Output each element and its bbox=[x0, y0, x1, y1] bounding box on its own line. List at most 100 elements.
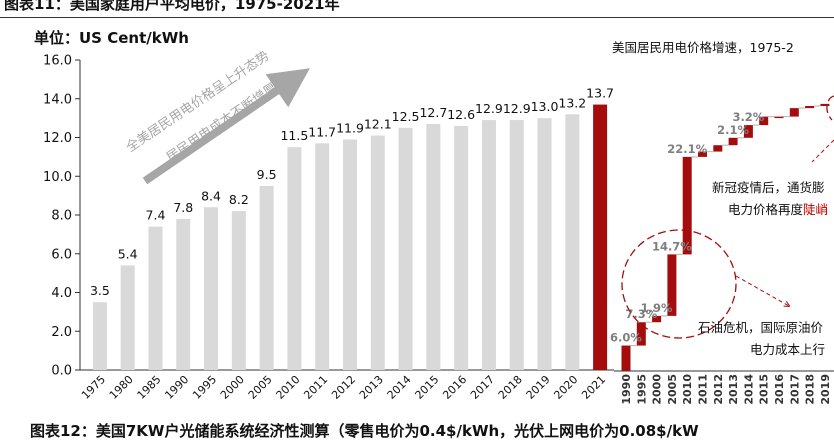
waterfall-x-tick-label-2010: 2010 bbox=[681, 374, 694, 405]
y-axis-ticks: 0.0 2.0 4.0 6.0 8.0 10.0 12.0 14.0 16.0 bbox=[43, 54, 80, 379]
covid-callout-line2-prefix: 电力价格再度 bbox=[728, 202, 804, 217]
waterfall-bar-1995 bbox=[636, 322, 646, 346]
price-growth-waterfall-chart: 美国居民用电价格增速，1975-2 6.0% 7.3%1.9% 14.7% 22.1%… bbox=[610, 40, 834, 405]
x-tick-label-2021: 2021 bbox=[579, 373, 608, 402]
trend-arrow bbox=[142, 68, 310, 185]
oil-crisis-callout-line2: 电力成本上行 bbox=[750, 342, 825, 357]
waterfall-chart-title: 美国居民用电价格增速，1975-2 bbox=[612, 40, 794, 55]
waterfall-bar-2010 bbox=[682, 156, 692, 255]
bar-2018 bbox=[509, 120, 524, 370]
waterfall-rate-label: 3.2% bbox=[732, 110, 764, 124]
value-label-2015: 12.7 bbox=[419, 105, 447, 120]
waterfall-x-tick-label-2000: 2000 bbox=[651, 374, 664, 405]
value-label-1990: 7.8 bbox=[173, 200, 193, 215]
waterfall-x-tick-label-2014: 2014 bbox=[742, 374, 755, 405]
waterfall-rate-label: 2.1% bbox=[717, 123, 749, 137]
waterfall-rate-label: 1.9% bbox=[641, 301, 673, 315]
value-label-1995: 8.4 bbox=[201, 188, 221, 203]
covid-circle-arc bbox=[826, 95, 834, 121]
x-tick-label-1995: 1995 bbox=[190, 373, 219, 402]
waterfall-x-tick-label-2012: 2012 bbox=[712, 374, 725, 405]
waterfall-rate-label: 7.3% bbox=[625, 307, 657, 321]
waterfall-x-tick-label-2011: 2011 bbox=[697, 374, 710, 405]
y-tick-label: 6.0 bbox=[51, 247, 72, 262]
bar-2005 bbox=[259, 185, 274, 370]
figure-11-title: 图表11：美国家庭用户平均电价，1975-2021年 bbox=[4, 0, 340, 13]
value-label-2017: 12.9 bbox=[475, 101, 503, 116]
waterfall-x-tick-label-2018: 2018 bbox=[804, 374, 817, 405]
waterfall-bar-2015 bbox=[759, 116, 769, 126]
bar-2016 bbox=[454, 125, 469, 370]
x-tick-label-2014: 2014 bbox=[385, 373, 414, 402]
bar-1990 bbox=[176, 218, 191, 370]
value-label-2011: 11.7 bbox=[308, 124, 336, 139]
x-tick-label-2005: 2005 bbox=[246, 373, 275, 402]
bars bbox=[92, 104, 608, 370]
value-label-2013: 12.1 bbox=[364, 117, 392, 132]
x-tick-label-2015: 2015 bbox=[412, 373, 441, 402]
oil-crisis-callout-line1: 石油危机，国际原油价 bbox=[698, 320, 824, 335]
x-tick-label-2019: 2019 bbox=[524, 373, 553, 402]
x-tick-label-2017: 2017 bbox=[468, 373, 497, 402]
waterfall-rate-label: 22.1% bbox=[667, 142, 707, 156]
oil-crisis-arrow bbox=[735, 275, 789, 306]
value-label-1975: 3.5 bbox=[90, 283, 110, 298]
waterfall-bar-2011 bbox=[698, 151, 707, 157]
y-tick-label: 8.0 bbox=[51, 209, 72, 224]
waterfall-connectors bbox=[630, 105, 821, 347]
waterfall-bars bbox=[621, 103, 830, 371]
value-label-2014: 12.5 bbox=[392, 109, 420, 124]
unit-label: 单位：US Cent/kWh bbox=[34, 29, 189, 47]
waterfall-rate-label: 14.7% bbox=[652, 239, 692, 253]
bar-2012 bbox=[343, 139, 357, 370]
x-tick-label-2020: 2020 bbox=[551, 373, 580, 402]
value-label-2021: 13.7 bbox=[586, 86, 614, 101]
bar-1995 bbox=[204, 207, 219, 370]
x-tick-label-1985: 1985 bbox=[135, 373, 164, 402]
bar-2020 bbox=[565, 114, 580, 370]
waterfall-x-tick-label-1995: 1995 bbox=[635, 374, 648, 405]
y-tick-label: 10.0 bbox=[43, 170, 72, 185]
value-label-2019: 13.0 bbox=[531, 99, 559, 114]
x-tick-label-2018: 2018 bbox=[496, 373, 525, 402]
figure-12-title: 图表12：美国7KW户光储能系统经济性测算（零售电价为0.4$/kWh，光伏上网… bbox=[30, 422, 699, 440]
y-tick-label: 16.0 bbox=[43, 54, 72, 69]
waterfall-bar-2019 bbox=[820, 103, 830, 106]
bar-2019 bbox=[537, 118, 552, 370]
x-tick-label-1975: 1975 bbox=[79, 373, 108, 402]
bar-2011 bbox=[315, 143, 330, 370]
waterfall-x-tick-label-2016: 2016 bbox=[773, 374, 786, 405]
bar-2000 bbox=[231, 211, 246, 370]
waterfall-bar-2005 bbox=[667, 254, 677, 316]
bar-2015 bbox=[426, 123, 441, 370]
covid-callout-line1: 新冠疫情后，通货膨 bbox=[712, 180, 825, 195]
waterfall-bar-2018 bbox=[805, 106, 815, 109]
waterfall-x-tick-label-2015: 2015 bbox=[758, 374, 771, 405]
waterfall-rate-labels: 6.0% 7.3%1.9% 14.7% 22.1% 2.1%3.2% bbox=[610, 110, 765, 344]
waterfall-bar-2013 bbox=[728, 137, 738, 146]
x-tick-label-2000: 2000 bbox=[218, 373, 247, 402]
trend-annotation: 全美居民用电价格呈上升态势 居民用电成本不断增厚 bbox=[123, 48, 310, 185]
bar-2014 bbox=[398, 127, 413, 370]
x-tick-label-2012: 2012 bbox=[329, 373, 358, 402]
value-label-2005: 9.5 bbox=[257, 167, 277, 182]
waterfall-x-tick-label-1990: 1990 bbox=[620, 374, 633, 405]
value-label-2018: 12.9 bbox=[503, 101, 531, 116]
waterfall-rate-label: 6.0% bbox=[610, 331, 642, 345]
waterfall-bar-1990 bbox=[621, 345, 631, 371]
x-tick-label-2013: 2013 bbox=[357, 373, 386, 402]
x-axis-tick-labels: 1975198019851990199520002005201020112012… bbox=[79, 373, 608, 402]
y-tick-label: 0.0 bbox=[51, 364, 72, 379]
waterfall-x-tick-label-2017: 2017 bbox=[788, 374, 801, 405]
waterfall-bar-2016 bbox=[774, 116, 784, 119]
y-tick-label: 4.0 bbox=[51, 286, 72, 301]
y-tick-label: 12.0 bbox=[43, 131, 72, 146]
value-label-1985: 7.4 bbox=[146, 208, 166, 223]
waterfall-bar-2014 bbox=[743, 125, 753, 138]
electricity-price-bar-chart: 0.0 2.0 4.0 6.0 8.0 10.0 12.0 14.0 16.0 3.5 5.4 7.… bbox=[43, 48, 614, 402]
value-label-2020: 13.2 bbox=[558, 95, 586, 110]
bar-2013 bbox=[370, 135, 385, 370]
bar-value-labels: 3.55.47.47.88.4 8.29.511.5 11.7 11.9 12.112.… bbox=[90, 86, 614, 299]
x-tick-label-2016: 2016 bbox=[440, 373, 469, 402]
